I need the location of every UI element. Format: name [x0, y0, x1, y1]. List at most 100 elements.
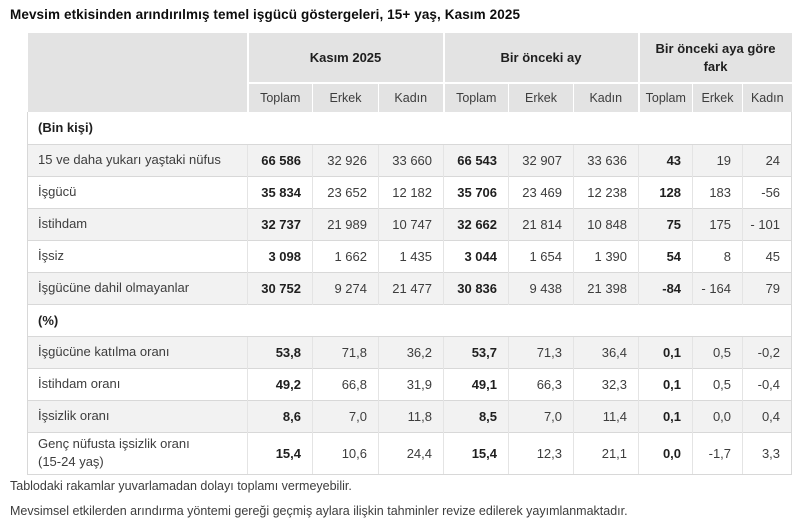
cell-value: 0,5 [692, 367, 743, 400]
cell-value: 8,5 [443, 399, 509, 432]
cell-value: 15,4 [247, 431, 313, 475]
cell-value: 8 [692, 239, 743, 272]
footnote-rounding: Tablodaki rakamlar yuvarlamadan dolayı t… [10, 479, 352, 493]
cell-value: 9 438 [508, 271, 574, 304]
cell-value: 21,1 [573, 431, 639, 475]
cell-value: 66 543 [443, 143, 509, 176]
cell-value: 12 238 [573, 175, 639, 208]
row-label: İşgücü [27, 175, 248, 208]
row-label-line1: Genç nüfusta işsizlik oranı [38, 436, 190, 452]
cell-value: 1 390 [573, 239, 639, 272]
cell-value: - 164 [692, 271, 743, 304]
cell-value: 30 836 [443, 271, 509, 304]
cell-value: 23 469 [508, 175, 574, 208]
table-row-unemployment-rate: İşsizlik oranı 8,6 7,0 11,8 8,5 7,0 11,4… [27, 399, 793, 432]
table-row-population: 15 ve daha yukarı yaştaki nüfus 66 586 3… [27, 143, 793, 176]
cell-value: 7,0 [508, 399, 574, 432]
subheader-toplam: Toplam [637, 82, 693, 112]
page-title: Mevsim etkisinden arındırılmış temel işg… [10, 7, 521, 22]
subheader-kadin: Kadın [742, 82, 792, 112]
cell-value: 7,0 [312, 399, 379, 432]
sub-header-row: Toplam Erkek Kadın Toplam Erkek Kadın To… [28, 82, 792, 112]
cell-value: 183 [692, 175, 743, 208]
cell-value: 10 747 [377, 207, 444, 240]
cell-value: 66 586 [247, 143, 313, 176]
cell-value: 36,2 [377, 335, 444, 368]
row-label-line2: (15-24 yaş) [38, 454, 104, 469]
cell-value: 35 706 [443, 175, 509, 208]
table-row-unemployed: İşsiz 3 098 1 662 1 435 3 044 1 654 1 39… [27, 239, 793, 272]
cell-value: - 101 [742, 207, 793, 240]
cell-value: -1,7 [692, 431, 743, 475]
cell-value: 23 652 [312, 175, 379, 208]
indicators-table-wrap: Kasım 2025 Bir önceki ay Bir önceki aya … [26, 33, 793, 475]
table-row-youth-unemployment-rate: Genç nüfusta işsizlik oranı (15-24 yaş) 1… [27, 431, 793, 475]
cell-value: 49,1 [443, 367, 509, 400]
cell-value: 53,7 [443, 335, 509, 368]
cell-value: 11,8 [377, 399, 444, 432]
column-group-header-row: Kasım 2025 Bir önceki ay Bir önceki aya … [27, 33, 792, 112]
cell-value: 45 [742, 239, 793, 272]
cell-value: 21 989 [312, 207, 379, 240]
cell-value: -0,2 [742, 335, 793, 368]
cell-value: 15,4 [443, 431, 509, 475]
cell-value: 71,8 [312, 335, 379, 368]
subheader-toplam: Toplam [442, 82, 509, 112]
cell-value: 32 926 [312, 143, 379, 176]
cell-value: 24,4 [377, 431, 444, 475]
cell-value: 71,3 [508, 335, 574, 368]
cell-value: 79 [742, 271, 793, 304]
cell-value: 0,1 [638, 367, 693, 400]
table-row-participation-rate: İşgücüne katılma oranı 53,8 71,8 36,2 53… [27, 335, 793, 368]
cell-value: 8,6 [247, 399, 313, 432]
cell-value: 43 [638, 143, 693, 176]
cell-value: 0,5 [692, 335, 743, 368]
col-group-previous-month: Bir önceki ay [442, 33, 639, 83]
cell-value: 21 398 [573, 271, 639, 304]
table-row-employment-rate: İstihdam oranı 49,2 66,8 31,9 49,1 66,3 … [27, 367, 793, 400]
cell-value: 35 834 [247, 175, 313, 208]
subheader-toplam: Toplam [246, 82, 313, 112]
section-label: (%) [26, 303, 793, 336]
cell-value: 31,9 [377, 367, 444, 400]
cell-value: 9 274 [312, 271, 379, 304]
footnote-revision: Mevsimsel etkilerden arındırma yöntemi g… [10, 504, 628, 518]
cell-value: 3 044 [443, 239, 509, 272]
table-row-not-in-labour-force: İşgücüne dahil olmayanlar 30 752 9 274 2… [27, 271, 793, 304]
cell-value: 12,3 [508, 431, 574, 475]
cell-value: 3 098 [247, 239, 313, 272]
cell-value: 32 907 [508, 143, 574, 176]
cell-value: 49,2 [247, 367, 313, 400]
cell-value: 32 662 [443, 207, 509, 240]
cell-value: 21 814 [508, 207, 574, 240]
cell-value: 66,8 [312, 367, 379, 400]
row-label: İşgücüne katılma oranı [27, 335, 248, 368]
cell-value: 36,4 [573, 335, 639, 368]
cell-value: -84 [638, 271, 693, 304]
cell-value: 1 654 [508, 239, 574, 272]
cell-value: 1 435 [377, 239, 444, 272]
subheader-erkek: Erkek [692, 82, 743, 112]
cell-value: 11,4 [573, 399, 639, 432]
subheader-kadin: Kadın [377, 82, 444, 112]
cell-value: 53,8 [247, 335, 313, 368]
cell-value: 10,6 [312, 431, 379, 475]
col-group-kasim-2025: Kasım 2025 [246, 33, 444, 83]
cell-value: 33 636 [573, 143, 639, 176]
subheader-erkek: Erkek [312, 82, 379, 112]
subheader-kadin: Kadın [573, 82, 639, 112]
cell-value: 175 [692, 207, 743, 240]
cell-value: 19 [692, 143, 743, 176]
table-row-employment: İstihdam 32 737 21 989 10 747 32 662 21 … [27, 207, 793, 240]
cell-value: 54 [638, 239, 693, 272]
cell-value: 1 662 [312, 239, 379, 272]
cell-value: 0,0 [692, 399, 743, 432]
table-row-labour-force: İşgücü 35 834 23 652 12 182 35 706 23 46… [27, 175, 793, 208]
section-label: (Bin kişi) [26, 112, 793, 144]
cell-value: 0,0 [638, 431, 693, 475]
row-label: İstihdam oranı [27, 367, 248, 400]
cell-value: 128 [638, 175, 693, 208]
row-label: Genç nüfusta işsizlik oranı (15-24 yaş) [27, 431, 248, 475]
cell-value: 10 848 [573, 207, 639, 240]
